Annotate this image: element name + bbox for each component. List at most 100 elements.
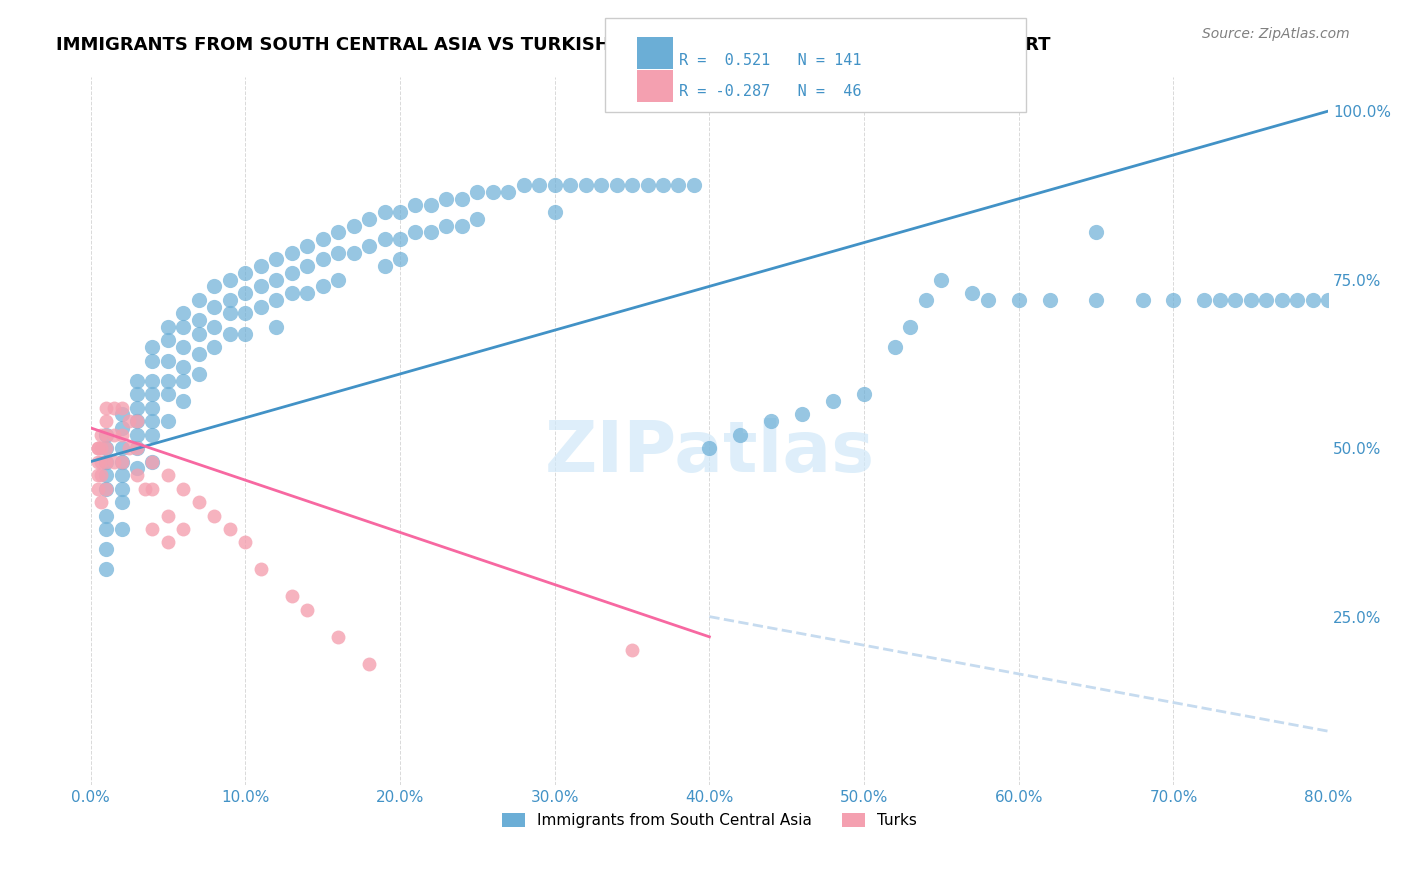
Point (94, 401, 117, 415)
Point (94, 542, 117, 557)
Point (218, 326, 240, 341)
Point (280, 286, 302, 301)
Point (94, 522, 117, 536)
Point (218, 272, 240, 286)
Point (172, 340, 194, 354)
Point (94, 482, 117, 496)
Point (187, 326, 209, 341)
Point (90, 495, 112, 509)
Point (218, 522, 240, 536)
Point (103, 454, 125, 468)
Point (249, 279, 271, 293)
Point (172, 306, 194, 320)
Point (249, 300, 271, 314)
Point (94, 482, 117, 496)
Point (118, 414, 141, 428)
Point (94, 441, 117, 455)
Point (187, 495, 209, 509)
Point (1302, 293, 1324, 307)
Point (202, 319, 225, 334)
Point (404, 226, 426, 240)
Point (853, 387, 876, 401)
Point (233, 535, 256, 549)
Point (419, 226, 441, 240)
Point (373, 232, 395, 246)
Point (125, 461, 148, 475)
Point (94, 454, 117, 468)
Point (110, 427, 132, 442)
Point (218, 306, 240, 320)
Point (202, 279, 225, 293)
Point (141, 353, 163, 368)
Point (342, 219, 364, 233)
Point (529, 178, 551, 193)
Point (249, 562, 271, 576)
Point (141, 387, 163, 401)
Point (134, 482, 156, 496)
Point (125, 401, 148, 415)
Point (172, 482, 194, 496)
Point (621, 643, 644, 657)
Point (187, 367, 209, 381)
Point (434, 192, 457, 206)
Point (730, 427, 752, 442)
Point (125, 441, 148, 455)
Point (141, 522, 163, 536)
Point (125, 414, 148, 428)
Point (1256, 293, 1278, 307)
Point (264, 272, 287, 286)
Point (156, 319, 179, 334)
Point (156, 535, 179, 549)
Point (218, 293, 240, 307)
Point (1240, 293, 1263, 307)
Point (1008, 293, 1031, 307)
Point (141, 414, 163, 428)
Point (373, 259, 395, 273)
Point (233, 266, 256, 280)
Point (172, 319, 194, 334)
Point (884, 340, 907, 354)
Point (172, 522, 194, 536)
Point (233, 326, 256, 341)
Point (141, 374, 163, 388)
Point (915, 293, 938, 307)
Text: Source: ZipAtlas.com: Source: ZipAtlas.com (1202, 27, 1350, 41)
Point (90, 427, 112, 442)
Point (668, 178, 690, 193)
Point (1085, 226, 1108, 240)
Point (1085, 293, 1108, 307)
Point (342, 245, 364, 260)
Text: IMMIGRANTS FROM SOUTH CENTRAL ASIA VS TURKISH BACHELOR'S DEGREE CORRELATION CHAR: IMMIGRANTS FROM SOUTH CENTRAL ASIA VS TU… (56, 36, 1050, 54)
Point (156, 333, 179, 347)
Point (125, 414, 148, 428)
Text: ZIPatlas: ZIPatlas (544, 418, 875, 487)
Point (187, 347, 209, 361)
Point (156, 468, 179, 483)
Point (141, 454, 163, 468)
Point (1163, 293, 1185, 307)
Point (280, 245, 302, 260)
Point (187, 313, 209, 327)
Point (87, 441, 110, 455)
Point (90, 454, 112, 468)
Point (110, 421, 132, 435)
Point (326, 245, 349, 260)
Point (900, 319, 922, 334)
Point (373, 205, 395, 219)
Point (233, 286, 256, 301)
Point (280, 590, 302, 604)
Point (125, 387, 148, 401)
Point (110, 408, 132, 422)
Point (683, 178, 706, 193)
Point (357, 211, 380, 226)
Point (202, 508, 225, 523)
Point (94, 468, 117, 483)
Point (125, 441, 148, 455)
Point (591, 178, 613, 193)
Point (202, 340, 225, 354)
Point (87, 468, 110, 483)
Point (544, 178, 567, 193)
Point (156, 353, 179, 368)
Point (110, 454, 132, 468)
Point (1039, 293, 1062, 307)
